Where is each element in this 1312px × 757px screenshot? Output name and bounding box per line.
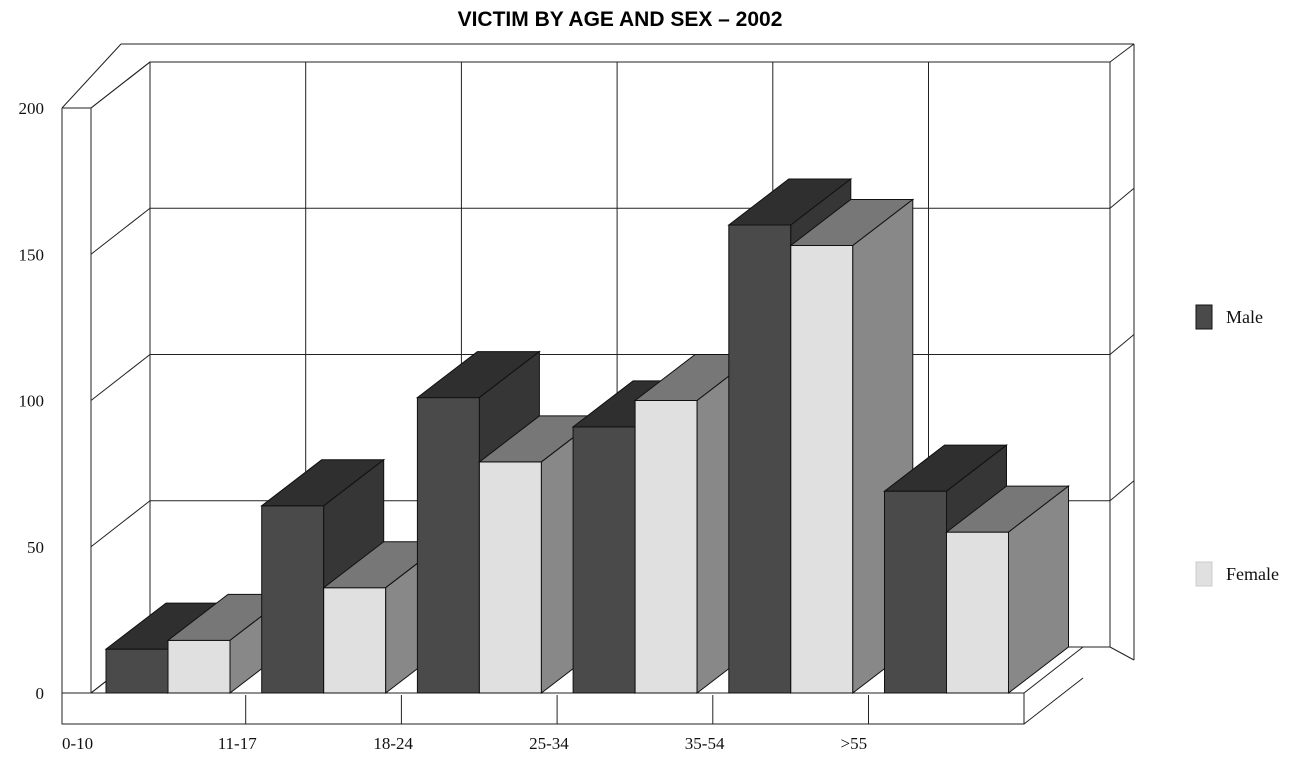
- bar-female-11-17: [323, 587, 387, 694]
- x-tick-label-35-54: 35-54: [685, 734, 725, 753]
- x-tick-label->55: >55: [841, 734, 868, 753]
- legend: Male Female: [1195, 304, 1279, 587]
- y-axis: 0 50 100 150 200: [19, 99, 45, 703]
- x-tick-label-25-34: 25-34: [529, 734, 569, 753]
- bar-female-0-10: [167, 639, 231, 694]
- legend-swatch-male: [1195, 304, 1213, 330]
- y-tick-label-200: 200: [19, 99, 45, 118]
- bar-male-18-24: [416, 397, 480, 694]
- bottom-right-corner-edge: [1109, 646, 1135, 661]
- bar-male->55: [884, 490, 947, 694]
- bar-side-female->55: [1008, 485, 1069, 695]
- legend-label-male: Male: [1226, 307, 1263, 327]
- y-tick-label-50: 50: [27, 538, 44, 557]
- left-axis-top-edge: [61, 43, 122, 109]
- gridline-right-50: [1109, 480, 1135, 502]
- legend-swatch-female: [1195, 561, 1213, 587]
- legend-label-female: Female: [1226, 564, 1279, 584]
- gridline-right-150: [1109, 187, 1135, 209]
- bar-male-35-54: [728, 224, 792, 694]
- x-tick-label-11-17: 11-17: [218, 734, 258, 753]
- y-tick-label-0: 0: [36, 684, 45, 703]
- gridline-side-150: [90, 207, 151, 255]
- floor-front-right-edge: [1023, 677, 1084, 725]
- y-tick-label-150: 150: [19, 245, 45, 264]
- top-right-corner-edge: [1109, 43, 1135, 63]
- gridline-side-100: [90, 354, 151, 401]
- bar-male-11-17: [261, 505, 325, 694]
- x-tick-label-0-10: 0-10: [62, 734, 93, 753]
- gridline-right-100: [1109, 334, 1135, 355]
- bar-female-18-24: [478, 461, 542, 694]
- bar-male-0-10: [105, 648, 169, 694]
- bar-female-35-54: [790, 244, 854, 694]
- gridline-side-50: [90, 500, 151, 548]
- floor-front-face: [61, 692, 1025, 725]
- chart-bars: [104, 177, 1070, 695]
- bar-female-25-34: [634, 400, 698, 694]
- chart-title: VICTIM BY AGE AND SEX – 2002: [457, 8, 783, 31]
- bar-female->55: [946, 531, 1009, 694]
- x-tick-label-18-24: 18-24: [373, 734, 413, 753]
- x-axis: 0-10 11-17 18-24 25-34 35-54 >55: [62, 734, 867, 753]
- bar-male-25-34: [572, 426, 636, 694]
- gridline-side-200: [90, 61, 151, 109]
- y-tick-label-100: 100: [19, 392, 45, 411]
